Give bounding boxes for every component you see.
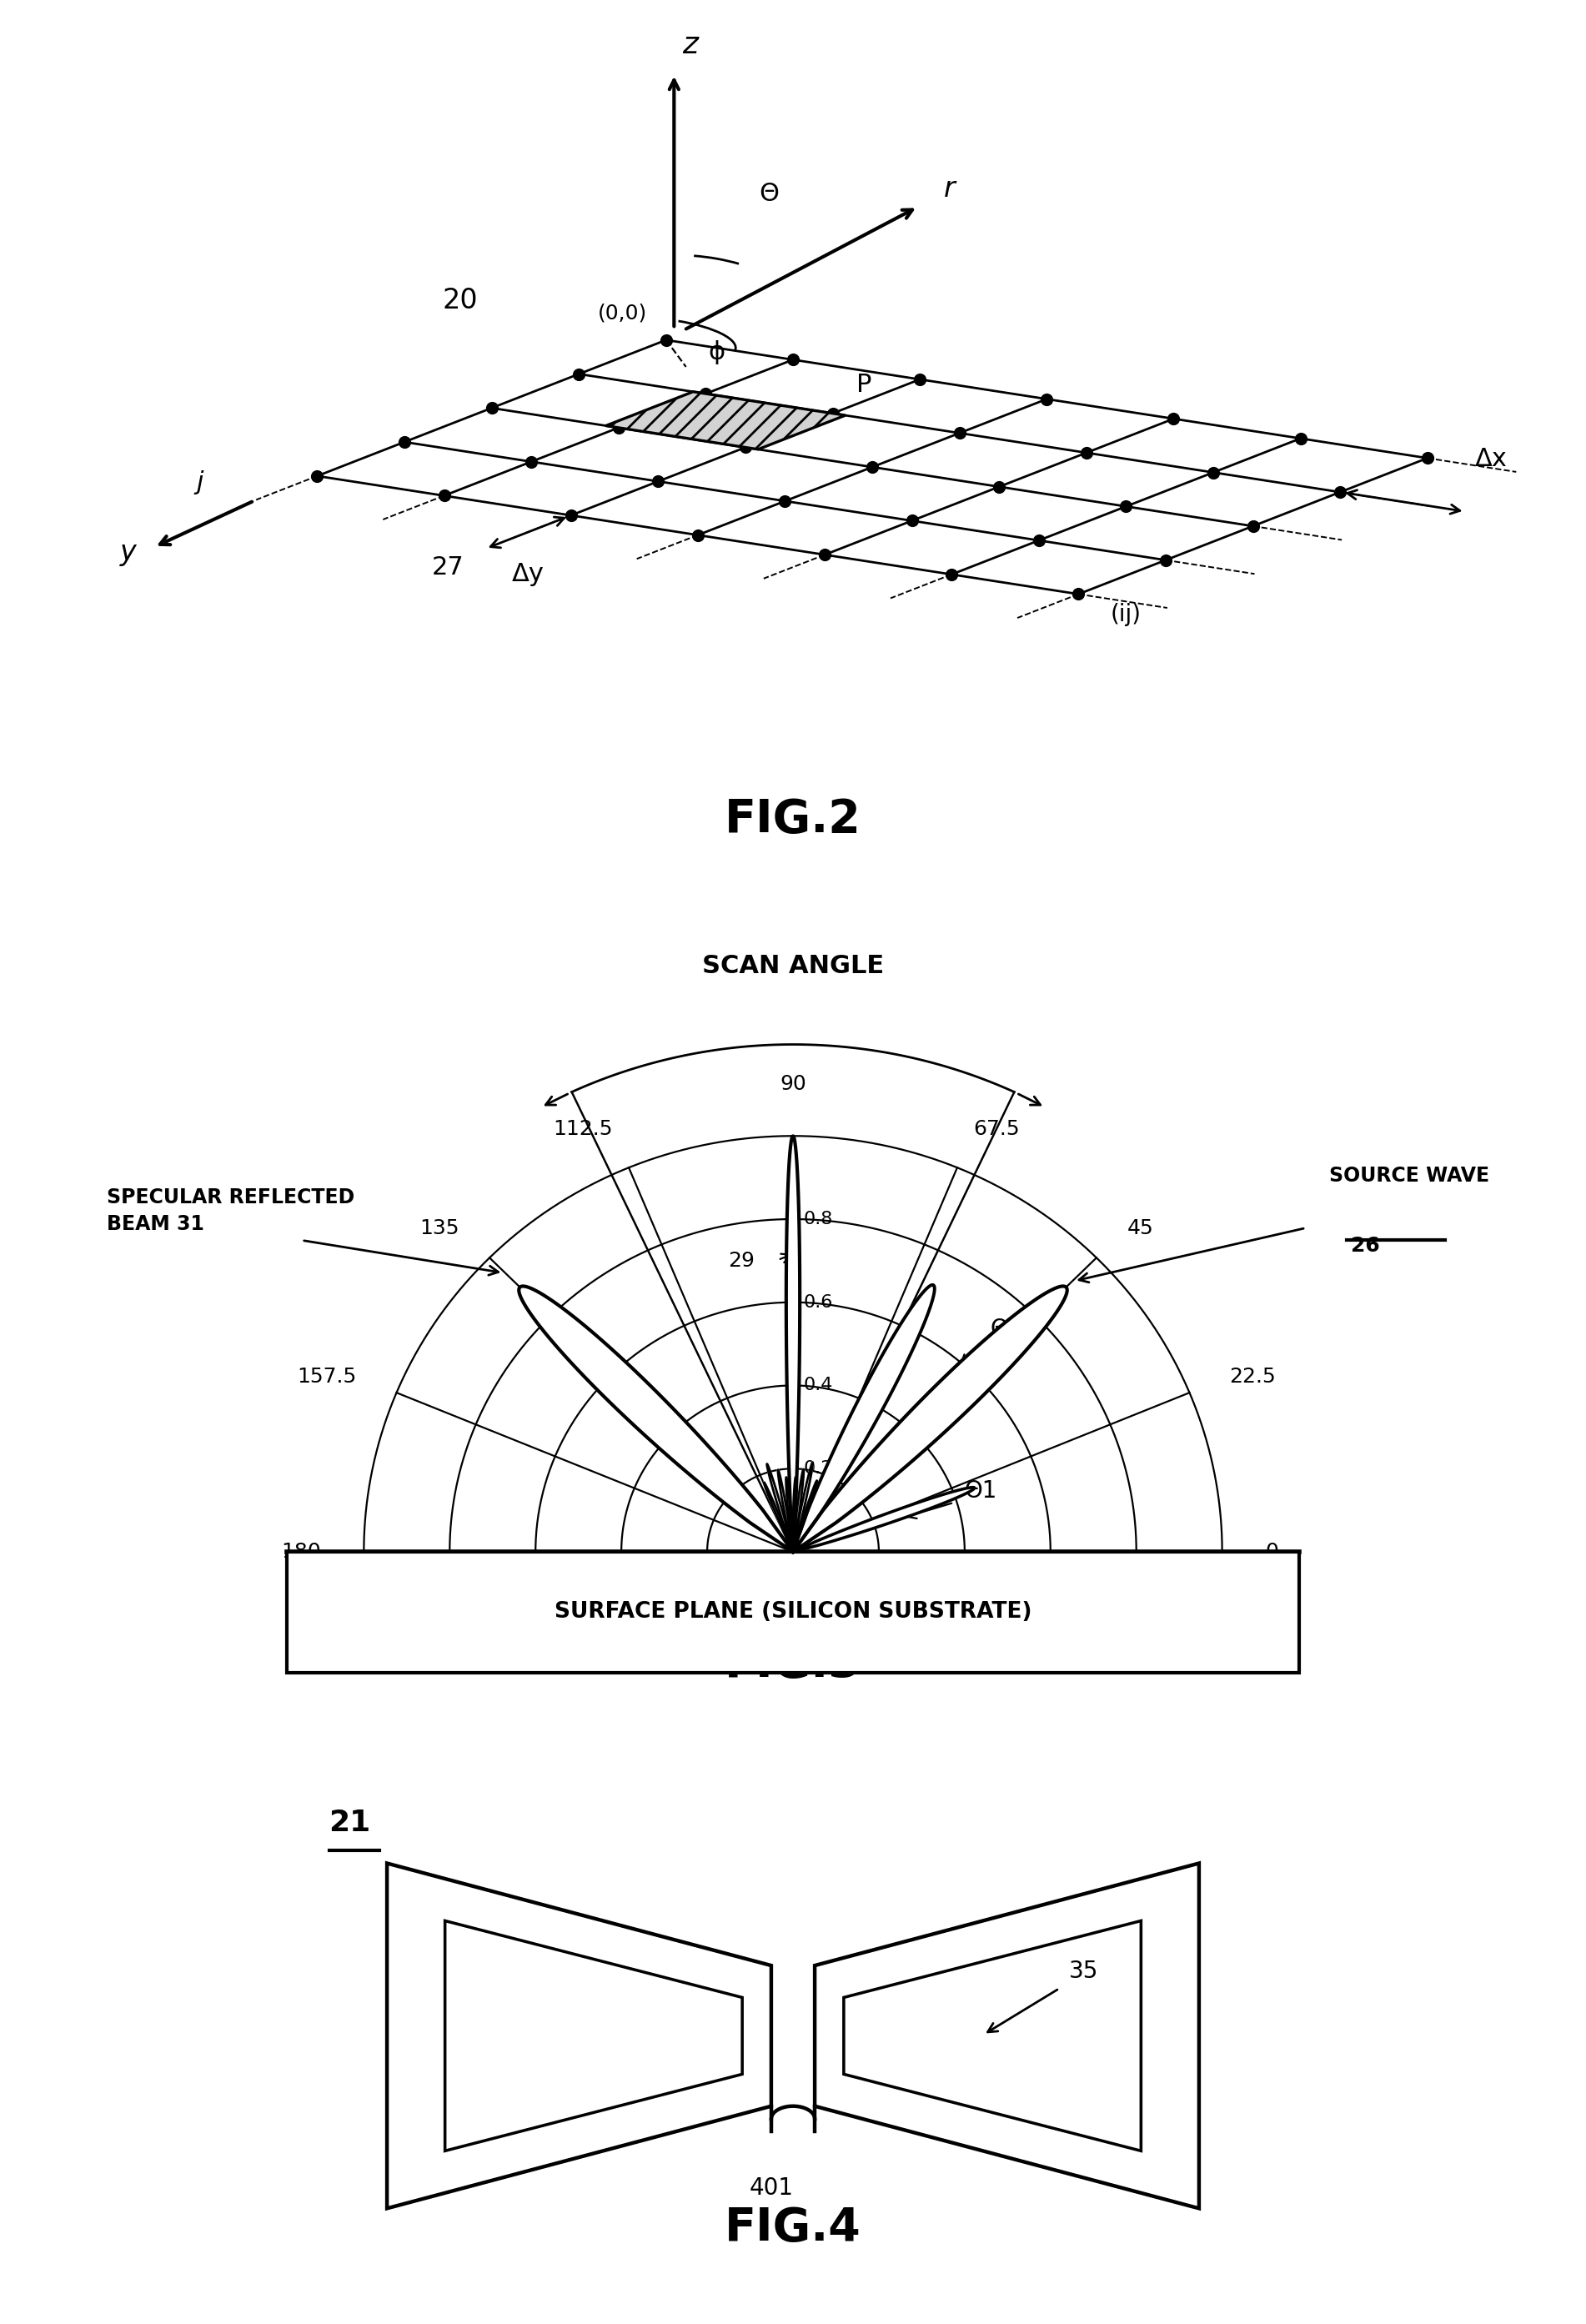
Polygon shape [768, 1464, 793, 1552]
Text: 180: 180 [281, 1541, 320, 1562]
Text: 26: 26 [1351, 1236, 1380, 1255]
Point [566, 356, 592, 393]
Text: 0.2: 0.2 [804, 1459, 833, 1478]
Text: y: y [121, 539, 136, 567]
Point [1161, 400, 1186, 437]
Polygon shape [793, 1462, 812, 1552]
Point [939, 555, 964, 593]
Text: 35: 35 [1069, 1959, 1098, 1982]
Polygon shape [764, 1483, 793, 1552]
Polygon shape [519, 1285, 793, 1552]
Text: SPECULAR REFLECTED
BEAM 31: SPECULAR REFLECTED BEAM 31 [106, 1188, 354, 1234]
Point [733, 428, 758, 465]
Point [1034, 381, 1059, 418]
Text: ϕ: ϕ [709, 342, 725, 365]
Text: 0.6: 0.6 [804, 1294, 833, 1311]
Point [780, 342, 806, 379]
Text: P: P [856, 374, 872, 397]
Polygon shape [787, 1136, 799, 1552]
Point [653, 321, 679, 358]
Text: 401: 401 [749, 2175, 793, 2201]
Polygon shape [779, 1469, 793, 1552]
Point [431, 476, 457, 514]
Text: Δx: Δx [1475, 446, 1507, 472]
Text: r: r [944, 174, 955, 202]
Polygon shape [793, 1285, 1067, 1552]
Text: Δy: Δy [512, 562, 544, 586]
Bar [287, 1552, 1299, 1673]
Text: FIG.4: FIG.4 [725, 2205, 861, 2250]
Text: 45: 45 [1126, 1218, 1153, 1239]
Point [519, 444, 544, 481]
Point [646, 462, 671, 500]
Point [1113, 488, 1139, 525]
Text: Θ2: Θ2 [990, 1318, 1023, 1341]
Text: Θ1: Θ1 [964, 1480, 998, 1504]
Point [820, 395, 845, 432]
Text: 90: 90 [780, 1074, 806, 1095]
Text: SOURCE WAVE: SOURCE WAVE [1329, 1167, 1489, 1185]
Point [899, 502, 925, 539]
Polygon shape [606, 393, 845, 449]
Point [1153, 541, 1178, 579]
Text: 0.8: 0.8 [804, 1211, 833, 1227]
Point [947, 414, 972, 451]
Text: 29: 29 [728, 1250, 755, 1271]
Polygon shape [793, 1285, 934, 1552]
Text: (0,0): (0,0) [598, 302, 647, 323]
Polygon shape [787, 1478, 793, 1552]
Point [772, 483, 798, 521]
Point [558, 497, 584, 535]
Text: 20: 20 [442, 286, 477, 314]
Point [1240, 507, 1266, 544]
Text: SCAN ANGLE: SCAN ANGLE [703, 953, 883, 978]
Point [392, 423, 417, 460]
Text: 27: 27 [431, 555, 463, 579]
Text: z: z [682, 30, 698, 60]
Point [606, 409, 631, 446]
Point [986, 467, 1012, 504]
Text: 0.4: 0.4 [804, 1378, 833, 1394]
Text: SURFACE PLANE (SILICON SUBSTRATE): SURFACE PLANE (SILICON SUBSTRATE) [555, 1601, 1031, 1622]
Text: FIG.2: FIG.2 [725, 797, 861, 841]
Point [685, 516, 711, 553]
Point [305, 458, 330, 495]
Point [860, 449, 885, 486]
Point [693, 374, 718, 411]
Text: Θ: Θ [760, 181, 779, 207]
Polygon shape [793, 1487, 974, 1552]
Text: FIG.3: FIG.3 [725, 1641, 861, 1687]
Polygon shape [446, 1920, 742, 2152]
Polygon shape [844, 1920, 1140, 2152]
Text: 157.5: 157.5 [298, 1367, 357, 1387]
Point [1066, 576, 1091, 614]
Text: j: j [197, 469, 203, 495]
Point [1327, 474, 1353, 511]
Point [1026, 523, 1052, 560]
Text: 112.5: 112.5 [554, 1120, 612, 1139]
Point [1415, 439, 1440, 476]
Point [907, 360, 933, 397]
Text: (ij): (ij) [1110, 602, 1140, 625]
Text: 0: 0 [1266, 1541, 1278, 1562]
Text: 135: 135 [420, 1218, 460, 1239]
Point [1288, 421, 1313, 458]
Point [1201, 453, 1226, 490]
Polygon shape [793, 1478, 796, 1552]
Text: 21: 21 [328, 1808, 371, 1838]
Text: 67.5: 67.5 [974, 1120, 1020, 1139]
Point [1074, 435, 1099, 472]
Polygon shape [793, 1480, 817, 1552]
Text: 22.5: 22.5 [1229, 1367, 1275, 1387]
Polygon shape [793, 1469, 804, 1552]
Point [812, 537, 837, 574]
Point [479, 390, 504, 428]
